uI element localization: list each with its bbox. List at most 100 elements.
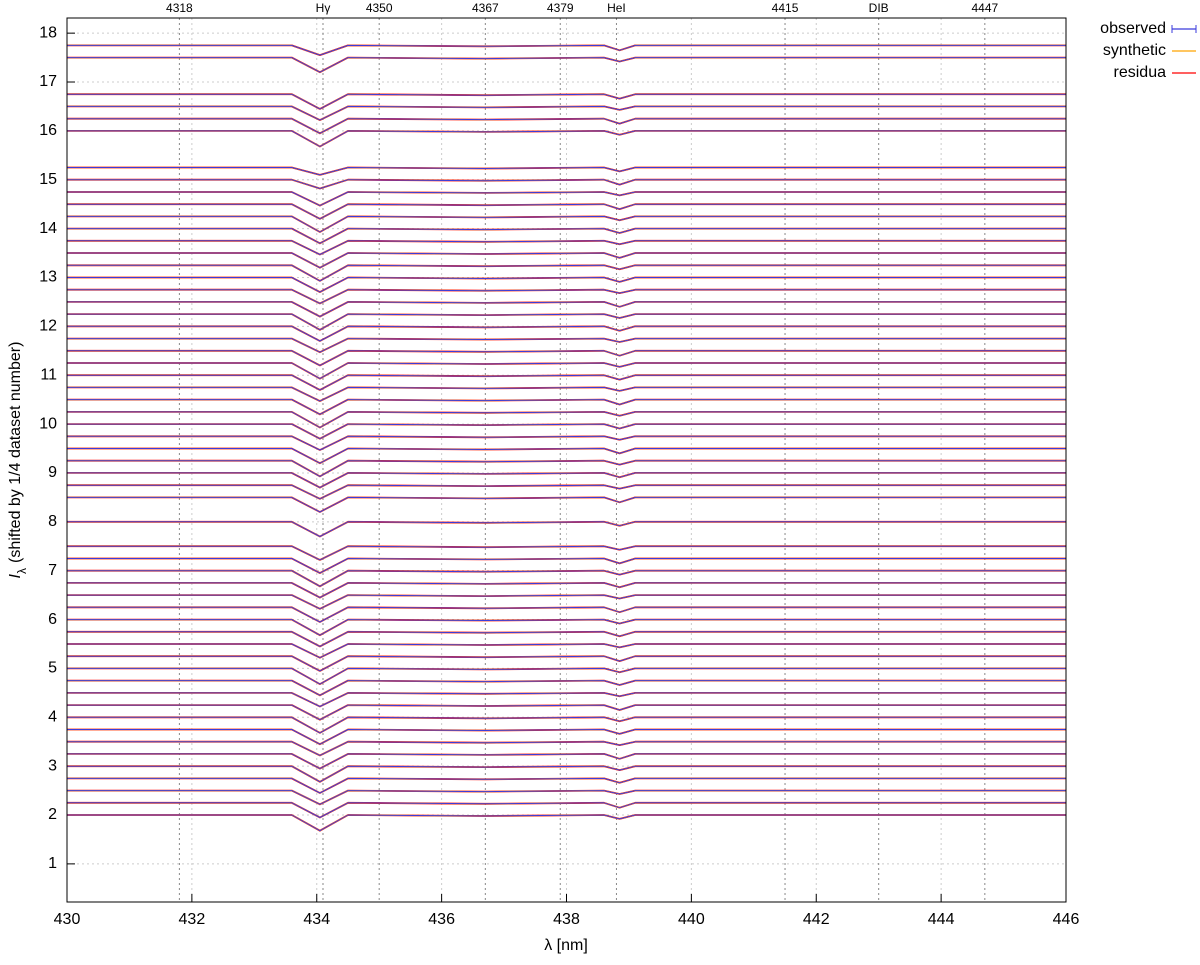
spectrum-line (67, 338, 1066, 353)
spectrum-line (67, 460, 1066, 477)
y-tick-label: 16 (39, 122, 57, 139)
x-tick-label: 438 (553, 911, 580, 928)
spectrum-line (67, 179, 1066, 189)
spectrum-line (67, 203, 1066, 220)
spectrum-line (67, 680, 1066, 696)
y-tick-label: 15 (39, 171, 57, 188)
spectrum-line (67, 191, 1066, 207)
spectrum-line (67, 386, 1066, 402)
spectrum-line (67, 741, 1066, 756)
spectrum-line (67, 325, 1066, 342)
y-tick-label: 13 (39, 269, 57, 286)
x-tick-label: 446 (1053, 911, 1080, 928)
x-tick-label: 444 (928, 911, 955, 928)
y-label-subscript: λ (15, 568, 29, 574)
spectrum-line (67, 802, 1066, 818)
spectrum-line (67, 521, 1066, 537)
spectrum-line (67, 753, 1066, 770)
spectrum-line (67, 374, 1066, 391)
annotation-label: 4447 (971, 1, 998, 15)
spectrum-line (67, 558, 1066, 574)
spectrum-line (67, 448, 1066, 464)
y-axis-label: Iλ (shifted by 1/4 dataset number) (7, 342, 29, 579)
spectrum-line (67, 105, 1066, 121)
y-tick-label: 2 (48, 806, 57, 823)
spectrum-line (67, 289, 1066, 304)
spectrum-line (67, 729, 1066, 745)
spectrum-line (67, 655, 1066, 672)
spectrum-line (67, 570, 1066, 587)
spectrum-line (67, 790, 1066, 805)
legend-label: observed (1100, 20, 1166, 37)
y-tick-label: 12 (39, 318, 57, 335)
y-tick-label: 17 (39, 73, 57, 90)
spectrum-line (67, 252, 1066, 269)
spectrum-line (67, 264, 1066, 282)
spectrum-line (67, 814, 1066, 832)
spectrum-line (67, 118, 1066, 134)
y-tick-label: 10 (39, 415, 57, 432)
spectrum-line (67, 277, 1066, 293)
y-tick-label: 1 (48, 855, 57, 872)
y-tick-label: 18 (39, 24, 57, 41)
spectrum-line (67, 704, 1066, 721)
spectrum-line (67, 57, 1066, 73)
spectrum-line (67, 350, 1066, 366)
x-tick-label: 436 (428, 911, 455, 928)
spectrum-line (67, 777, 1066, 794)
x-tick-label: 440 (678, 911, 705, 928)
spectrum-line (67, 362, 1066, 380)
spectrum-line (67, 301, 1066, 318)
y-tick-label: 11 (40, 366, 57, 383)
annotation-label: DIB (869, 1, 889, 15)
y-tick-label: 14 (39, 220, 57, 237)
y-tick-label: 9 (48, 464, 57, 481)
spectrum-line (67, 44, 1066, 56)
spectrum-line (67, 228, 1066, 244)
spectrum-line (67, 692, 1066, 707)
annotation-label: 4367 (472, 1, 499, 15)
spectrum-line (67, 643, 1066, 659)
spectrum-line (67, 667, 1066, 685)
spectrum-line (67, 313, 1066, 331)
spectrum-line (67, 240, 1066, 255)
y-tick-label: 3 (48, 757, 57, 774)
spectrum-line (67, 619, 1066, 636)
legend-label: synthetic (1103, 42, 1166, 59)
legend-label: residua (1114, 64, 1167, 81)
spectrum-line (67, 215, 1066, 233)
x-tick-label: 442 (803, 911, 830, 928)
y-tick-label: 5 (48, 660, 57, 677)
y-label-symbol: I (7, 573, 24, 578)
spectrum-line (67, 423, 1066, 440)
x-axis-label: λ [nm] (544, 937, 588, 954)
annotation-label: 4379 (547, 1, 574, 15)
spectrum-line (67, 496, 1066, 513)
annotation-label: 4415 (772, 1, 799, 15)
x-tick-label: 434 (303, 911, 330, 928)
spectrum-line (67, 411, 1066, 428)
x-tick-label: 432 (179, 911, 206, 928)
spectrum-line (67, 765, 1066, 783)
spectrum-line (67, 435, 1066, 451)
y-tick-label: 7 (48, 562, 57, 579)
y-tick-label: 4 (48, 709, 57, 726)
y-tick-label: 6 (48, 611, 57, 628)
spectrum-line (67, 93, 1066, 110)
spectrum-line (67, 545, 1066, 561)
spectrum-line (67, 631, 1066, 647)
spectrum-line (67, 130, 1066, 147)
annotation-label: 4318 (166, 1, 193, 15)
spectrum-line (67, 716, 1066, 734)
spectrum-line (67, 167, 1066, 176)
spectrum-line (67, 594, 1066, 610)
spectrum-line (67, 484, 1066, 500)
spectrum-line (67, 399, 1066, 415)
annotation-label: Hγ (316, 1, 331, 15)
x-tick-label: 430 (54, 911, 81, 928)
y-label-text: (shifted by 1/4 dataset number) (7, 342, 24, 563)
annotation-label: 4350 (366, 1, 393, 15)
spectrum-line (67, 582, 1066, 599)
spectrum-line (67, 472, 1066, 489)
